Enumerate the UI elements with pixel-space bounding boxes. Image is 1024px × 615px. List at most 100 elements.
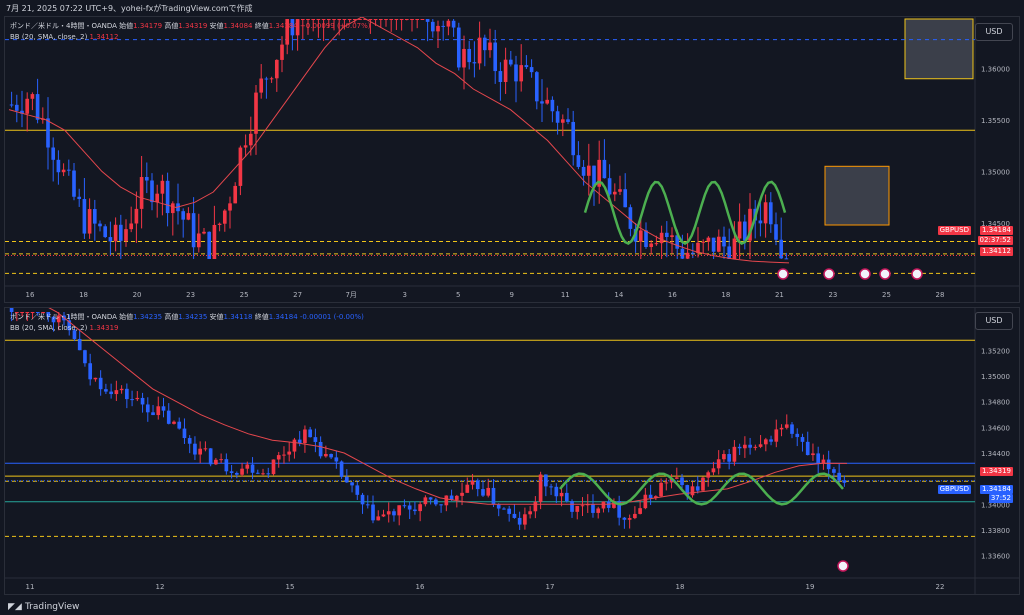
candle-body [659,232,664,244]
candle-body [550,99,555,112]
candle-body [332,19,336,20]
candle-body [61,169,66,173]
candle-body [303,429,307,444]
economic-event-flag-icon [911,268,923,280]
candle-body [350,482,354,486]
candle-body [837,472,841,481]
symbol-title-2: ポンド／米ドル・1時間・OANDA [10,313,117,321]
candle-body [397,505,402,516]
candle-body [428,497,433,500]
candle-body [20,312,24,313]
tv-logo-icon: ◤◢ [8,602,25,612]
candle-body [124,229,128,241]
candle-body [93,377,98,380]
candle-body [706,237,711,242]
candle-body [125,388,129,400]
candle-body [564,492,569,502]
candle-body [66,169,71,171]
candle-body [420,19,425,20]
legend-bb-2[interactable]: BB (20, SMA, close, 2) 1.34319 [10,323,119,333]
time-tick-label: 7月 [345,291,356,299]
candle-body [533,501,538,512]
chart-panel-4h[interactable]: 1.36000 1.35500 1.35000 1.34500 16 18 20 23 25 27… [4,16,1020,303]
candle-body [77,196,82,200]
candle-body [517,517,522,525]
candle-body [224,459,229,472]
candle-body [618,189,622,192]
candle-body [529,67,534,73]
candle-body [449,495,454,500]
candle-body [360,494,365,505]
time-tick-label: 25 [882,291,891,299]
candle-body [87,209,92,234]
candle-body [217,223,222,225]
candle-body [308,429,312,438]
candle-body [498,71,503,83]
legend-bb[interactable]: BB (20, SMA, close, 2) 1.34112 [10,32,119,42]
time-tick-label: 3 [402,291,406,299]
price-tick-label: 1.35000 [981,168,1010,176]
candle-body [711,237,716,252]
time-tick-label: 5 [456,291,460,299]
candle-body [472,62,477,64]
economic-event-flag-icon [837,560,849,572]
candle-body [113,224,118,242]
candle-body [129,223,134,230]
currency-unit-button-2[interactable]: USD [975,312,1013,330]
candle-body [732,238,737,259]
candle-body [441,25,446,27]
time-tick-label: 19 [806,583,815,591]
candle-body [67,320,72,331]
candle-body [130,399,134,401]
candle-body [508,59,513,65]
chart-canvas-1h[interactable]: 1.354001.352001.350001.348001.346001.344… [5,308,1019,594]
candle-body [35,94,40,120]
candle-body [104,389,108,392]
candle-body [363,19,368,20]
candle-body [280,44,284,60]
candle-body [811,453,815,456]
legend-ohlc-2: ポンド／米ドル・1時間・OANDA 始値1.34235 高値1.34235 安値… [10,312,364,322]
low-value: 1.34084 [223,22,253,30]
price-tick-label: 1.33800 [981,527,1010,535]
economic-event-flag-icon [823,268,835,280]
candle-body [675,235,680,249]
candle-body [238,147,243,186]
currency-unit-button[interactable]: USD [975,23,1013,41]
candle-body [352,19,357,20]
candle-body [386,511,391,515]
candle-body [737,221,742,239]
candle-body [566,119,570,122]
candle-body [233,185,238,204]
close-label: 終値 [254,22,269,30]
candle-body [155,193,160,203]
price-tick-label: 1.35000 [981,373,1010,381]
candle-body [181,211,186,220]
candle-body [208,448,213,465]
time-tick-label: 22 [936,583,945,591]
candle-body [20,110,24,114]
candle-body [347,19,352,20]
chart-canvas-4h[interactable]: 1.36000 1.35500 1.35000 1.34500 16 18 20 23 25 27… [5,17,1019,302]
price-tick-label: 1.34500 [981,220,1010,228]
candle-body [35,312,40,313]
candle-body [413,509,417,512]
candle-body [389,19,394,20]
candle-body [297,439,302,444]
open-value-2: 1.34235 [133,313,163,321]
candle-body [88,363,93,380]
candle-body [653,496,658,499]
candle-body [25,98,30,114]
chart-panel-1h[interactable]: 1.354001.352001.350001.348001.346001.344… [4,307,1020,595]
candle-body [114,390,119,395]
countdown-tag-2: 37:52 [988,494,1013,503]
candle-body [72,170,76,197]
economic-event-flag-icon [777,268,789,280]
elliott-wave-drawing [583,180,787,245]
candle-body [768,202,773,225]
candle-body [758,220,763,224]
bb-value-2: 1.34319 [89,324,119,332]
candle-body [670,235,674,238]
candle-body [321,19,326,20]
time-tick-label: 20 [133,291,142,299]
